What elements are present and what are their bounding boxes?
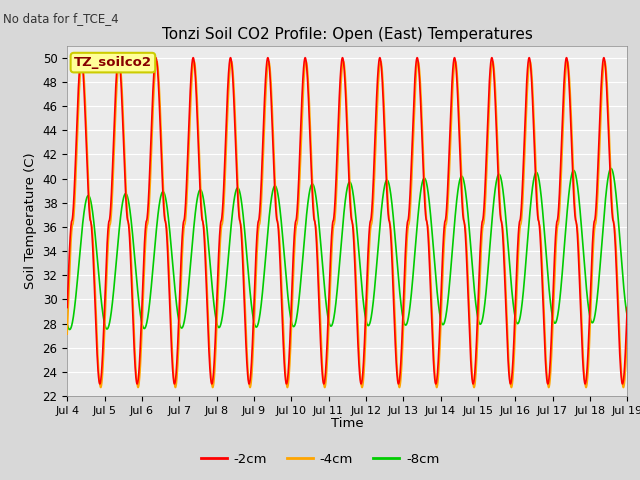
Title: Tonzi Soil CO2 Profile: Open (East) Temperatures: Tonzi Soil CO2 Profile: Open (East) Temp…	[162, 27, 532, 42]
Legend: -2cm, -4cm, -8cm: -2cm, -4cm, -8cm	[195, 447, 445, 471]
X-axis label: Time: Time	[331, 417, 364, 430]
Text: TZ_soilco2: TZ_soilco2	[74, 56, 152, 69]
Text: No data for f_TCE_4: No data for f_TCE_4	[3, 12, 119, 25]
Y-axis label: Soil Temperature (C): Soil Temperature (C)	[24, 153, 37, 289]
